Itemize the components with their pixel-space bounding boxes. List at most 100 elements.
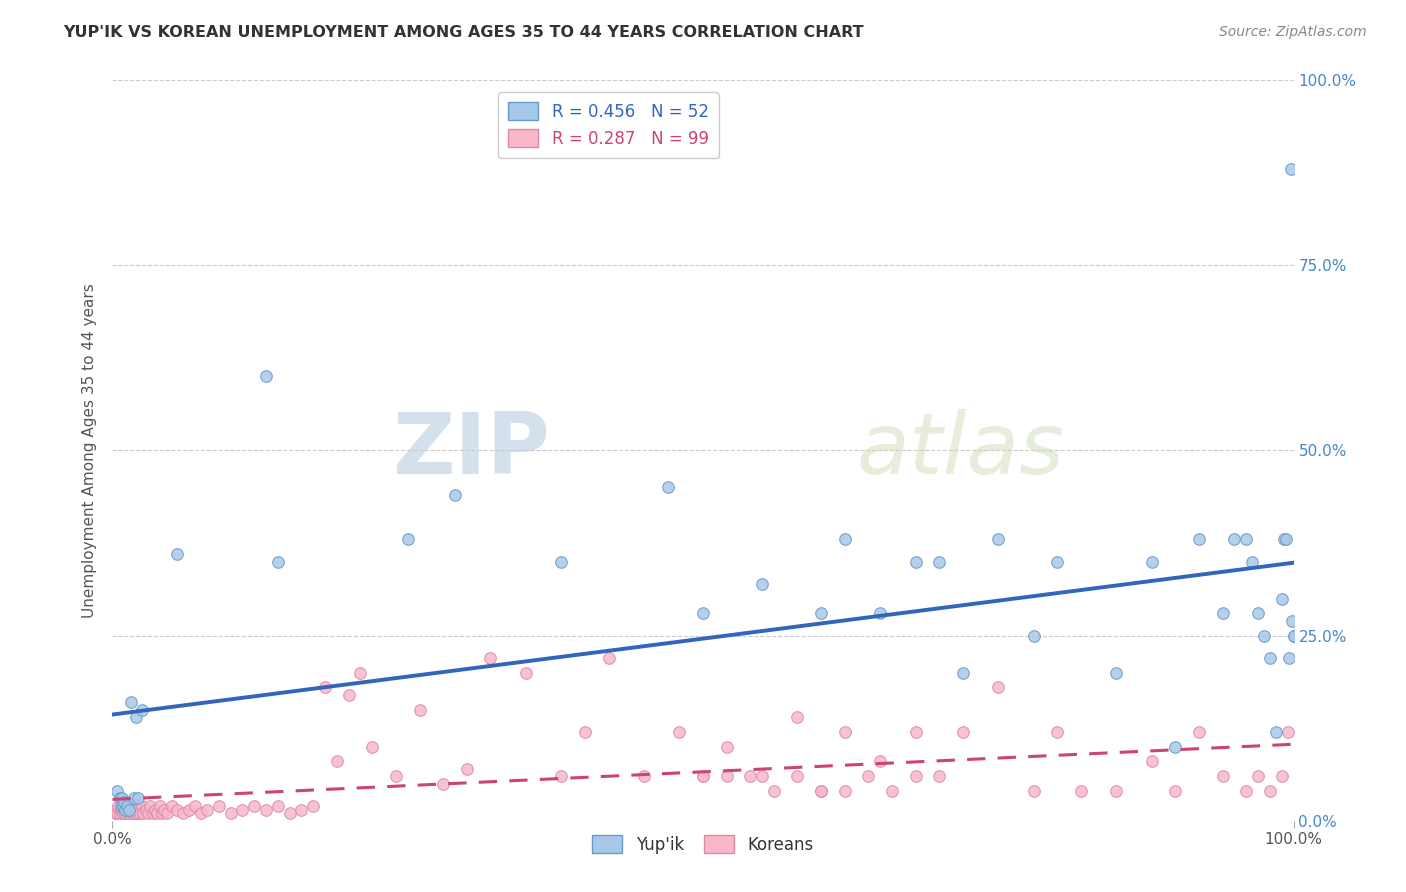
Point [928, 555, 950, 569]
Point [124, 806, 146, 821]
Point [153, 803, 176, 817]
Point [858, 769, 880, 783]
Point [1022, 628, 1045, 642]
Point [127, 803, 149, 817]
Point [105, 803, 128, 817]
Point [121, 806, 143, 821]
Point [1140, 755, 1163, 769]
Text: Source: ZipAtlas.com: Source: ZipAtlas.com [1219, 25, 1367, 39]
Point [361, 739, 384, 754]
Point [111, 798, 134, 813]
Point [668, 724, 690, 739]
Legend: Yup'ik, Koreans: Yup'ik, Koreans [586, 829, 820, 861]
Point [278, 806, 301, 821]
Point [267, 555, 290, 569]
Point [190, 806, 212, 821]
Point [112, 798, 135, 813]
Point [1046, 555, 1069, 569]
Point [1264, 724, 1286, 739]
Point [135, 803, 157, 817]
Point [118, 803, 141, 817]
Point [122, 803, 145, 817]
Point [598, 650, 620, 665]
Point [1234, 784, 1257, 798]
Point [110, 798, 132, 813]
Point [302, 798, 325, 813]
Point [314, 681, 336, 695]
Point [692, 769, 714, 783]
Point [349, 665, 371, 680]
Point [1105, 665, 1128, 680]
Point [786, 710, 808, 724]
Point [122, 791, 145, 805]
Point [810, 784, 832, 798]
Point [136, 806, 159, 821]
Point [904, 555, 927, 569]
Point [928, 769, 950, 783]
Point [127, 791, 149, 805]
Point [786, 769, 808, 783]
Point [550, 769, 572, 783]
Text: YUP'IK VS KOREAN UNEMPLOYMENT AMONG AGES 35 TO 44 YEARS CORRELATION CHART: YUP'IK VS KOREAN UNEMPLOYMENT AMONG AGES… [63, 25, 863, 40]
Point [1164, 739, 1187, 754]
Point [716, 769, 738, 783]
Point [1241, 555, 1264, 569]
Point [231, 803, 253, 817]
Point [139, 798, 162, 813]
Point [111, 791, 134, 805]
Point [243, 798, 266, 813]
Point [195, 803, 218, 817]
Point [834, 784, 856, 798]
Point [432, 776, 454, 791]
Point [751, 576, 773, 591]
Point [385, 769, 408, 783]
Point [125, 798, 148, 813]
Point [1279, 162, 1302, 177]
Point [1272, 533, 1295, 547]
Point [127, 806, 149, 821]
Point [904, 724, 927, 739]
Point [118, 803, 141, 817]
Point [1212, 769, 1234, 783]
Point [1046, 724, 1069, 739]
Point [131, 798, 153, 813]
Point [160, 798, 183, 813]
Text: atlas: atlas [856, 409, 1064, 492]
Point [479, 650, 502, 665]
Point [117, 806, 139, 821]
Point [156, 806, 179, 821]
Point [105, 806, 128, 821]
Point [1271, 769, 1294, 783]
Point [254, 369, 277, 384]
Point [172, 806, 194, 821]
Point [834, 533, 856, 547]
Point [108, 791, 131, 805]
Point [112, 806, 135, 821]
Point [987, 681, 1010, 695]
Point [1258, 650, 1281, 665]
Point [112, 795, 135, 809]
Point [128, 806, 150, 821]
Point [456, 762, 478, 776]
Point [550, 555, 572, 569]
Point [396, 533, 419, 547]
Point [633, 769, 655, 783]
Point [1247, 607, 1270, 621]
Point [1275, 533, 1298, 547]
Point [179, 803, 201, 817]
Point [104, 806, 127, 821]
Point [408, 703, 430, 717]
Point [166, 547, 188, 561]
Point [952, 724, 974, 739]
Point [1278, 650, 1301, 665]
Point [105, 784, 128, 798]
Y-axis label: Unemployment Among Ages 35 to 44 years: Unemployment Among Ages 35 to 44 years [82, 283, 97, 618]
Point [810, 607, 832, 621]
Point [337, 688, 360, 702]
Text: ZIP: ZIP [392, 409, 550, 492]
Point [692, 607, 714, 621]
Point [716, 739, 738, 754]
Point [869, 607, 891, 621]
Point [142, 806, 165, 821]
Point [751, 769, 773, 783]
